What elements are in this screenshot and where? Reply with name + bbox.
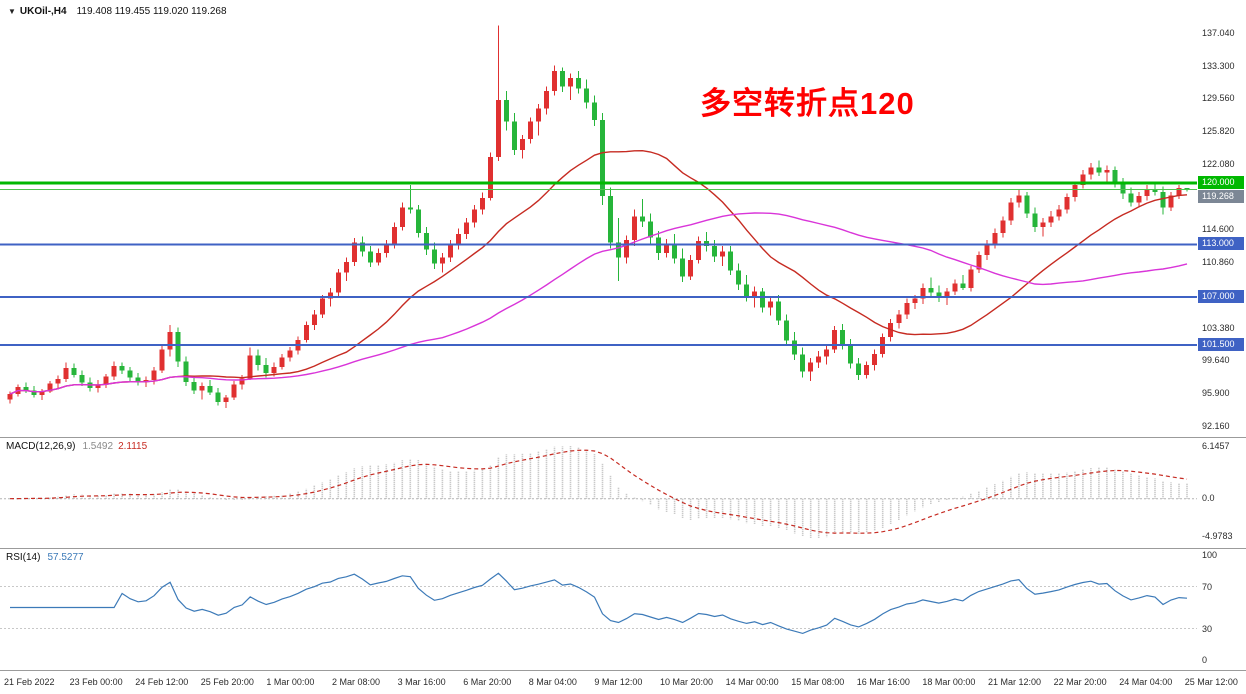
rsi-value: 57.5277 <box>47 552 84 563</box>
price-level-badge: 107.000 <box>1198 289 1244 303</box>
time-axis-label: 24 Feb 12:00 <box>135 677 189 687</box>
time-axis-label: 6 Mar 20:00 <box>463 677 512 687</box>
time-axis-label: 14 Mar 00:00 <box>725 677 779 687</box>
panel-separator[interactable] <box>0 548 1246 549</box>
macd-axis-label: 0.0 <box>1202 492 1215 503</box>
panel-separator[interactable] <box>0 437 1246 438</box>
macd-histogram <box>17 446 1188 538</box>
rsi-axis-label: 30 <box>1202 623 1213 634</box>
macd-axis-label: -4.9783 <box>1202 531 1233 541</box>
candlestick-series <box>7 25 1190 409</box>
time-axis-label: 10 Mar 20:00 <box>660 677 714 687</box>
panel-separator[interactable] <box>0 670 1246 671</box>
time-axis-label: 21 Mar 12:00 <box>988 677 1042 687</box>
price-level-badge: 101.500 <box>1198 338 1244 351</box>
symbol-dropdown-icon[interactable]: ▼ <box>8 7 16 16</box>
price-axis-label: 103.380 <box>1202 322 1235 333</box>
time-axis-label: 1 Mar 00:00 <box>266 677 315 687</box>
price-axis-label: 122.080 <box>1202 158 1235 169</box>
price-axis-label: 99.640 <box>1202 355 1230 366</box>
time-axis-label: 23 Feb 00:00 <box>69 677 123 687</box>
rsi-axis-label: 0 <box>1202 655 1208 665</box>
symbol-name: UKOil-,H4 <box>19 6 67 17</box>
macd-panel-chart[interactable] <box>0 438 1197 548</box>
time-axis-label: 24 Mar 04:00 <box>1119 677 1173 687</box>
current-price-badge: 119.268 <box>1198 190 1244 204</box>
price-axis-label: 110.860 <box>1202 257 1234 268</box>
time-axis-label: 3 Mar 16:00 <box>397 677 446 687</box>
rsi-panel-chart[interactable] <box>0 549 1197 670</box>
time-axis-label: 15 Mar 08:00 <box>791 677 845 687</box>
rsi-label: RSI(14) 57.5277 <box>6 552 84 563</box>
macd-axis-label: 6.1457 <box>1202 441 1230 451</box>
price-axis-label: 133.300 <box>1202 60 1235 71</box>
time-axis-label: 21 Feb 2022 <box>4 677 55 687</box>
ohlc-values: 119.408 119.455 119.020 119.268 <box>76 6 227 17</box>
price-axis-label: 92.160 <box>1202 420 1230 431</box>
time-axis-label: 18 Mar 00:00 <box>922 677 976 687</box>
time-axis-label: 22 Mar 20:00 <box>1053 677 1107 687</box>
price-axis-label: 137.040 <box>1202 27 1235 38</box>
rsi-name: RSI(14) <box>6 552 41 563</box>
time-axis-label: 8 Mar 04:00 <box>528 677 577 687</box>
time-axis-label: 16 Mar 16:00 <box>856 677 910 687</box>
price-level-badge: 113.000 <box>1198 237 1244 251</box>
macd-value-signal: 2.1115 <box>118 441 148 452</box>
macd-signal-line <box>9 449 1188 534</box>
chart-annotation: 多空转折点120 <box>700 86 915 121</box>
rsi-line <box>10 572 1188 635</box>
rsi-axis-label: 100 <box>1202 550 1218 560</box>
main-price-chart[interactable] <box>0 0 1197 437</box>
price-axis-label: 125.820 <box>1202 126 1235 137</box>
ma-slow-line <box>9 212 1188 395</box>
time-axis-label: 25 Feb 20:00 <box>200 677 254 687</box>
macd-label: MACD(12,26,9) 1.5492 2.1115 <box>6 441 147 452</box>
price-axis-label: 95.900 <box>1202 388 1230 399</box>
rsi-axis-label: 70 <box>1202 581 1213 592</box>
ma-fast-line <box>9 149 1188 395</box>
macd-value-main: 1.5492 <box>82 441 114 452</box>
time-axis-label: 2 Mar 08:00 <box>332 677 381 687</box>
time-axis-label: 9 Mar 12:00 <box>594 677 643 687</box>
price-axis-label: 114.600 <box>1202 224 1234 235</box>
symbol-header: ▼ UKOil-,H4 119.408 119.455 119.020 119.26… <box>8 6 227 17</box>
time-axis-label: 25 Mar 12:00 <box>1184 677 1238 687</box>
macd-name: MACD(12,26,9) <box>6 441 76 452</box>
price-level-badge: 120.000 <box>1198 176 1244 189</box>
price-axis-label: 129.560 <box>1202 93 1235 104</box>
